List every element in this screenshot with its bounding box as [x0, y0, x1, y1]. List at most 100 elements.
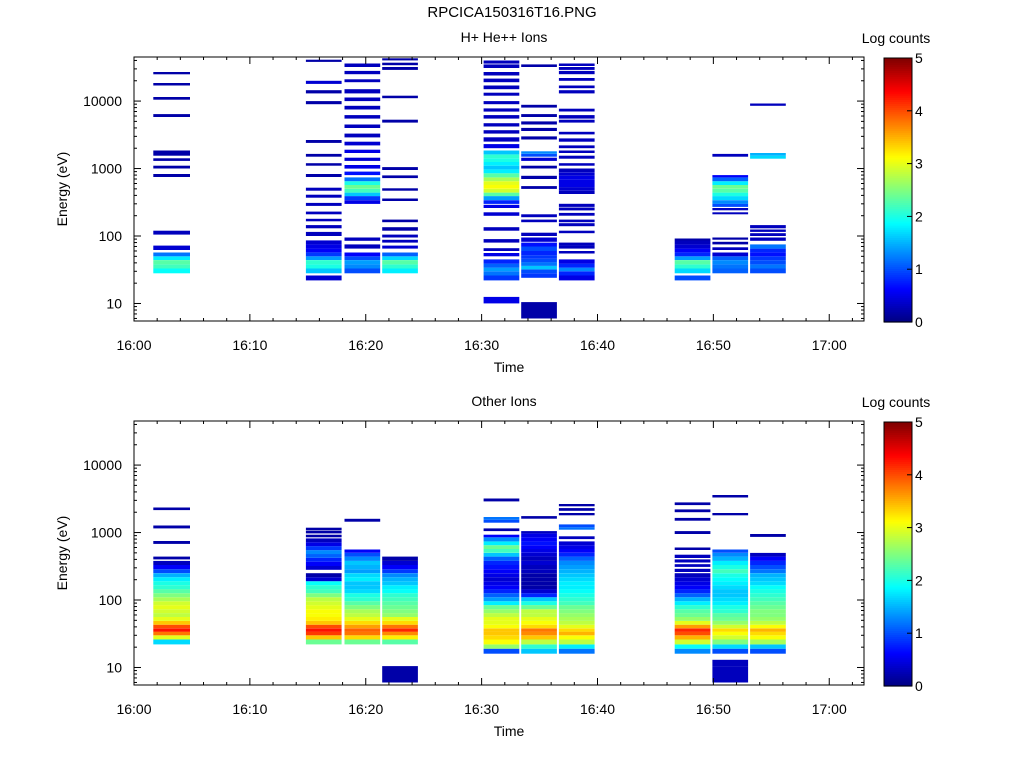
spectrogram-cell [674, 624, 711, 629]
colorbar-swatch [884, 634, 912, 638]
colorbar-swatch [884, 444, 912, 448]
colorbar-swatch [884, 564, 912, 567]
spectrogram-cell [305, 635, 342, 640]
spectrogram-cell [750, 644, 786, 649]
spectrogram-cell [521, 609, 557, 614]
spectrogram-cell [305, 202, 342, 206]
spectrogram-cell [521, 644, 557, 649]
colorbar-swatch [884, 167, 912, 170]
spectrogram-cell [558, 63, 595, 66]
spectrogram-cell [344, 79, 381, 83]
spectrogram-cell [558, 219, 595, 223]
colorbar-swatch [884, 504, 912, 508]
spectrogram-cell [483, 154, 520, 159]
colorbar-swatch [884, 119, 912, 123]
panel-bottom: 16:00 16:10 16:20 16:30 16:40 16:50 17:0010100… [54, 393, 930, 739]
colorbar-swatch [884, 440, 912, 444]
spectrogram-cell [712, 208, 749, 211]
colorbar-swatch [884, 86, 912, 90]
colorbar-swatch [884, 317, 912, 321]
spectrogram-cell [153, 153, 190, 156]
colorbar-swatch [884, 677, 912, 681]
colorbar-swatch [884, 204, 912, 208]
spectrogram-cell [750, 573, 786, 578]
colorbar-swatch [884, 595, 912, 598]
spectrogram-cell [483, 644, 520, 649]
colorbar-swatch [884, 430, 912, 433]
colorbar-swatch [884, 62, 912, 65]
spectrogram-cell [344, 177, 381, 182]
colorbar-swatch [884, 673, 912, 677]
spectrogram-cell [344, 89, 381, 94]
spectrogram-cell [344, 181, 381, 185]
spectrogram-cell [558, 644, 595, 649]
spectrogram-cell [305, 244, 342, 249]
colorbar-swatch [884, 628, 912, 631]
spectrogram-cell [558, 508, 595, 511]
spectrogram-cell [712, 256, 749, 260]
colorbar-swatch [884, 165, 912, 168]
colorbar-swatch [884, 190, 912, 193]
colorbar-tick-label: 2 [915, 572, 923, 588]
colorbar-swatch [884, 683, 912, 687]
colorbar-swatch [884, 276, 912, 280]
spectrogram-cell [344, 565, 381, 570]
colorbar-swatch [884, 481, 912, 485]
colorbar-swatch [884, 299, 912, 302]
spectrogram-cell [712, 549, 749, 553]
spectrogram-cell [305, 260, 342, 265]
spectrogram-cell [483, 275, 520, 281]
spectrogram-cell [305, 211, 342, 215]
spectrogram-cell [558, 251, 595, 254]
spectrogram-cell [483, 534, 520, 538]
colorbar-tick-label: 3 [915, 520, 923, 536]
spectrogram-cell [344, 105, 381, 110]
colorbar-swatch [884, 620, 912, 623]
spectrogram-cell [305, 530, 342, 534]
colorbar-swatch [884, 622, 912, 625]
colorbar-swatch [884, 233, 912, 236]
spectrogram-cell [712, 597, 749, 602]
spectrogram-cell [558, 90, 595, 94]
colorbar-swatch [884, 187, 912, 191]
spectrogram-cell [153, 174, 190, 177]
spectrogram-cell [750, 639, 786, 645]
spectrogram-cell [558, 263, 595, 268]
colorbar-swatch [884, 554, 912, 557]
colorbar-swatch [884, 488, 912, 491]
colorbar-swatch [884, 642, 912, 646]
spectrogram-cell [558, 536, 595, 540]
spectrogram-cell [674, 617, 711, 621]
colorbar-swatch [884, 146, 912, 150]
spectrogram-cell [344, 97, 381, 102]
colorbar-swatch [884, 132, 912, 135]
spectrogram-cell [382, 624, 418, 629]
spectrogram-cell [344, 237, 381, 241]
colorbar-swatch [884, 475, 912, 479]
colorbar-swatch [884, 315, 912, 319]
colorbar-swatch [884, 60, 912, 63]
spectrogram-cell [483, 188, 520, 193]
spectrogram-cell [750, 617, 786, 621]
spectrogram-cell [750, 260, 786, 265]
spectrogram-cell [483, 585, 520, 590]
colorbar-swatch [884, 603, 912, 607]
spectrogram-cell [483, 589, 520, 594]
colorbar-swatch [884, 461, 912, 464]
spectrogram-cell [712, 666, 749, 683]
x-tick-label: 17:00 [812, 701, 847, 717]
colorbar-swatch [884, 467, 912, 471]
spectrogram-cell [674, 597, 711, 602]
spectrogram-cell [712, 203, 749, 207]
colorbar-swatch [884, 161, 912, 164]
spectrogram-cell [674, 564, 711, 567]
colorbar-swatch [884, 537, 912, 541]
colorbar-top: 0 1 2 3 4 5 Log counts [862, 30, 931, 330]
spectrogram-cell [344, 196, 381, 201]
colorbar-swatch [884, 157, 912, 160]
spectrogram-cell [558, 245, 595, 249]
colorbar-swatch [884, 457, 912, 460]
spectrogram-cell [712, 569, 749, 574]
spectrogram-cell [558, 203, 595, 207]
